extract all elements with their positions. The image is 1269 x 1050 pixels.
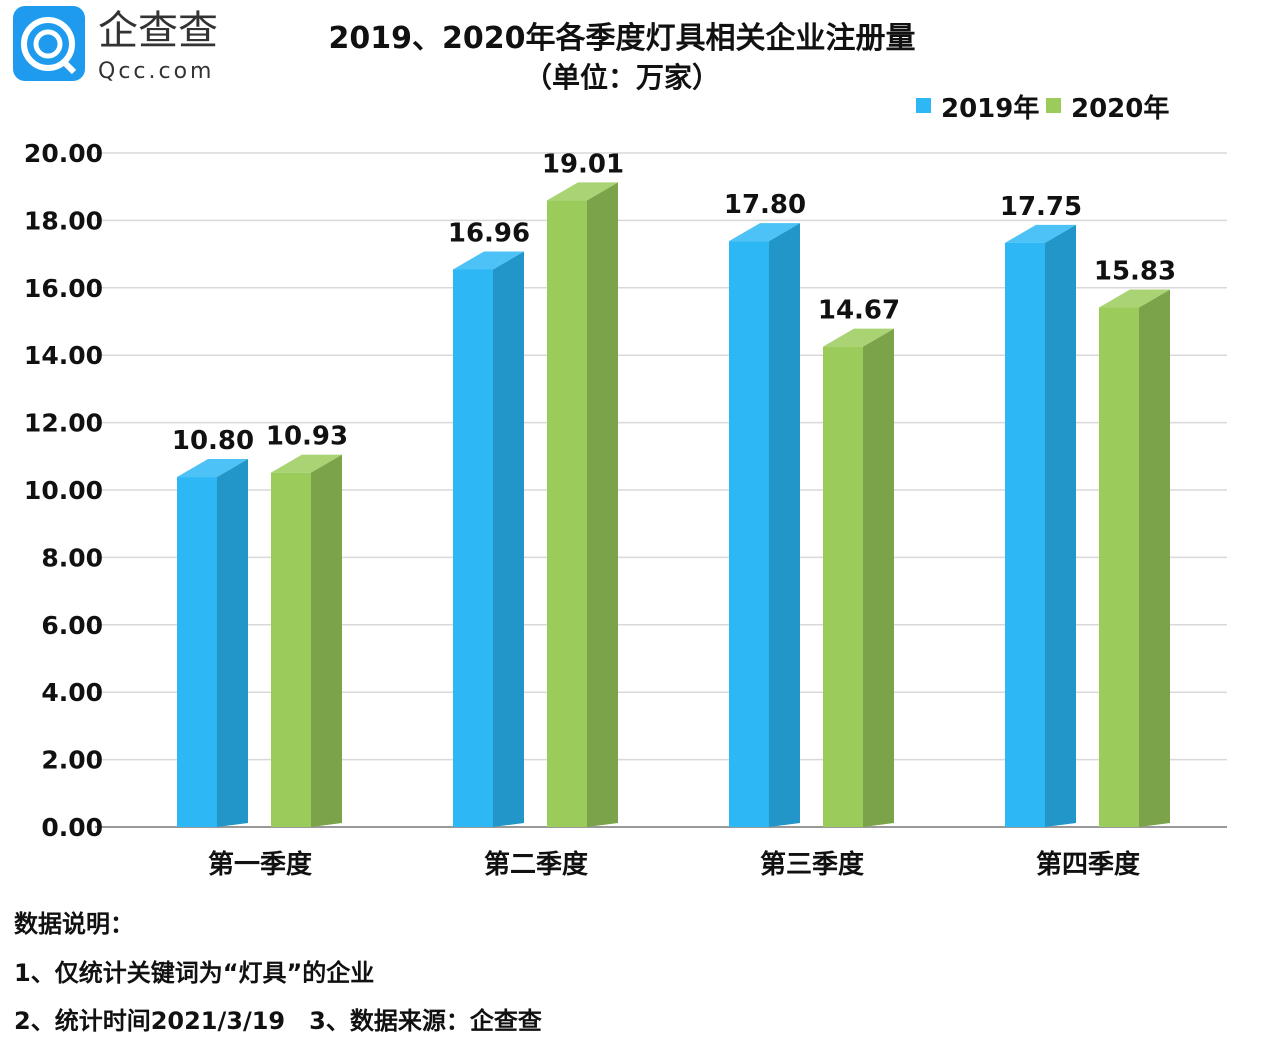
bar-top bbox=[1005, 224, 1076, 243]
y-tick-label: 16.00 bbox=[24, 274, 103, 303]
bar-side bbox=[587, 182, 618, 827]
bar-side bbox=[493, 251, 524, 827]
bar-top bbox=[729, 223, 800, 242]
bar-top bbox=[547, 182, 618, 201]
notes-line-1: 1、仅统计关键词为“灯具”的企业 bbox=[14, 959, 375, 987]
legend: 2019年 2020年 bbox=[916, 93, 1169, 124]
x-tick-label: 第三季度 bbox=[760, 849, 864, 880]
legend-swatch bbox=[1046, 98, 1061, 113]
data-label: 19.01 bbox=[542, 149, 624, 179]
notes-line-2: 2、统计时间2021/3/19 3、数据来源：企查查 bbox=[14, 1007, 542, 1035]
bar-top bbox=[177, 459, 248, 478]
legend-label: 2019年 bbox=[941, 93, 1039, 124]
notes-heading: 数据说明： bbox=[14, 910, 134, 938]
bar-front bbox=[547, 200, 587, 827]
data-label: 10.80 bbox=[172, 426, 254, 456]
bar-front bbox=[271, 472, 311, 827]
bar-front bbox=[823, 346, 863, 827]
bar-front bbox=[729, 241, 769, 827]
bar-top bbox=[271, 454, 342, 473]
y-tick-label: 6.00 bbox=[41, 611, 103, 640]
y-tick-label: 2.00 bbox=[41, 746, 103, 775]
data-label: 17.80 bbox=[724, 190, 806, 220]
bar-top bbox=[453, 251, 524, 270]
y-tick-label: 10.00 bbox=[24, 476, 103, 505]
y-tick-label: 12.00 bbox=[24, 409, 103, 438]
bar-side bbox=[863, 328, 894, 827]
bar-side bbox=[217, 459, 248, 827]
data-label: 17.75 bbox=[1000, 192, 1082, 222]
y-tick-label: 4.00 bbox=[41, 678, 103, 707]
y-tick-label: 14.00 bbox=[24, 341, 103, 370]
bar-2019: 16.96 bbox=[448, 218, 530, 827]
bar-chart: 2019、2020年各季度灯具相关企业注册量 （单位：万家） 2019年 2020… bbox=[24, 21, 1227, 880]
data-label: 10.93 bbox=[266, 422, 348, 452]
y-tick-label: 20.00 bbox=[24, 139, 103, 168]
bar-2020: 19.01 bbox=[542, 149, 624, 827]
x-tick-label: 第四季度 bbox=[1036, 849, 1140, 880]
legend-swatch bbox=[916, 98, 931, 113]
data-label: 14.67 bbox=[818, 296, 900, 326]
x-tick-label: 第二季度 bbox=[484, 849, 588, 880]
bar-front bbox=[453, 269, 493, 827]
bar-side bbox=[1045, 224, 1076, 827]
bar-2019: 17.75 bbox=[1000, 192, 1082, 827]
qcc-logo: 企查查 Qcc.com bbox=[13, 6, 218, 84]
bar-side bbox=[1139, 289, 1170, 827]
bar-2020: 10.93 bbox=[266, 422, 348, 827]
y-tick-label: 18.00 bbox=[24, 206, 103, 235]
bar-2019: 17.80 bbox=[724, 190, 806, 827]
chart-subtitle: （单位：万家） bbox=[524, 61, 720, 94]
x-tick-label: 第一季度 bbox=[208, 849, 312, 880]
legend-label: 2020年 bbox=[1071, 93, 1169, 124]
bar-front bbox=[177, 477, 217, 827]
bar-top bbox=[1099, 289, 1170, 308]
bar-2020: 14.67 bbox=[818, 296, 900, 827]
data-label: 15.83 bbox=[1094, 257, 1176, 287]
bar-2020: 15.83 bbox=[1094, 257, 1176, 827]
y-tick-label: 0.00 bbox=[41, 813, 103, 842]
bar-front bbox=[1099, 307, 1139, 827]
data-label: 16.96 bbox=[448, 218, 530, 248]
svg-text:Qcc.com: Qcc.com bbox=[98, 59, 215, 84]
svg-text:企查查: 企查查 bbox=[98, 8, 218, 54]
bar-front bbox=[1005, 242, 1045, 827]
y-tick-label: 8.00 bbox=[41, 543, 103, 572]
bar-top bbox=[823, 328, 894, 347]
bar-side bbox=[769, 223, 800, 827]
bar-2019: 10.80 bbox=[172, 426, 254, 827]
chart-title: 2019、2020年各季度灯具相关企业注册量 bbox=[329, 21, 916, 56]
bar-side bbox=[311, 454, 342, 827]
